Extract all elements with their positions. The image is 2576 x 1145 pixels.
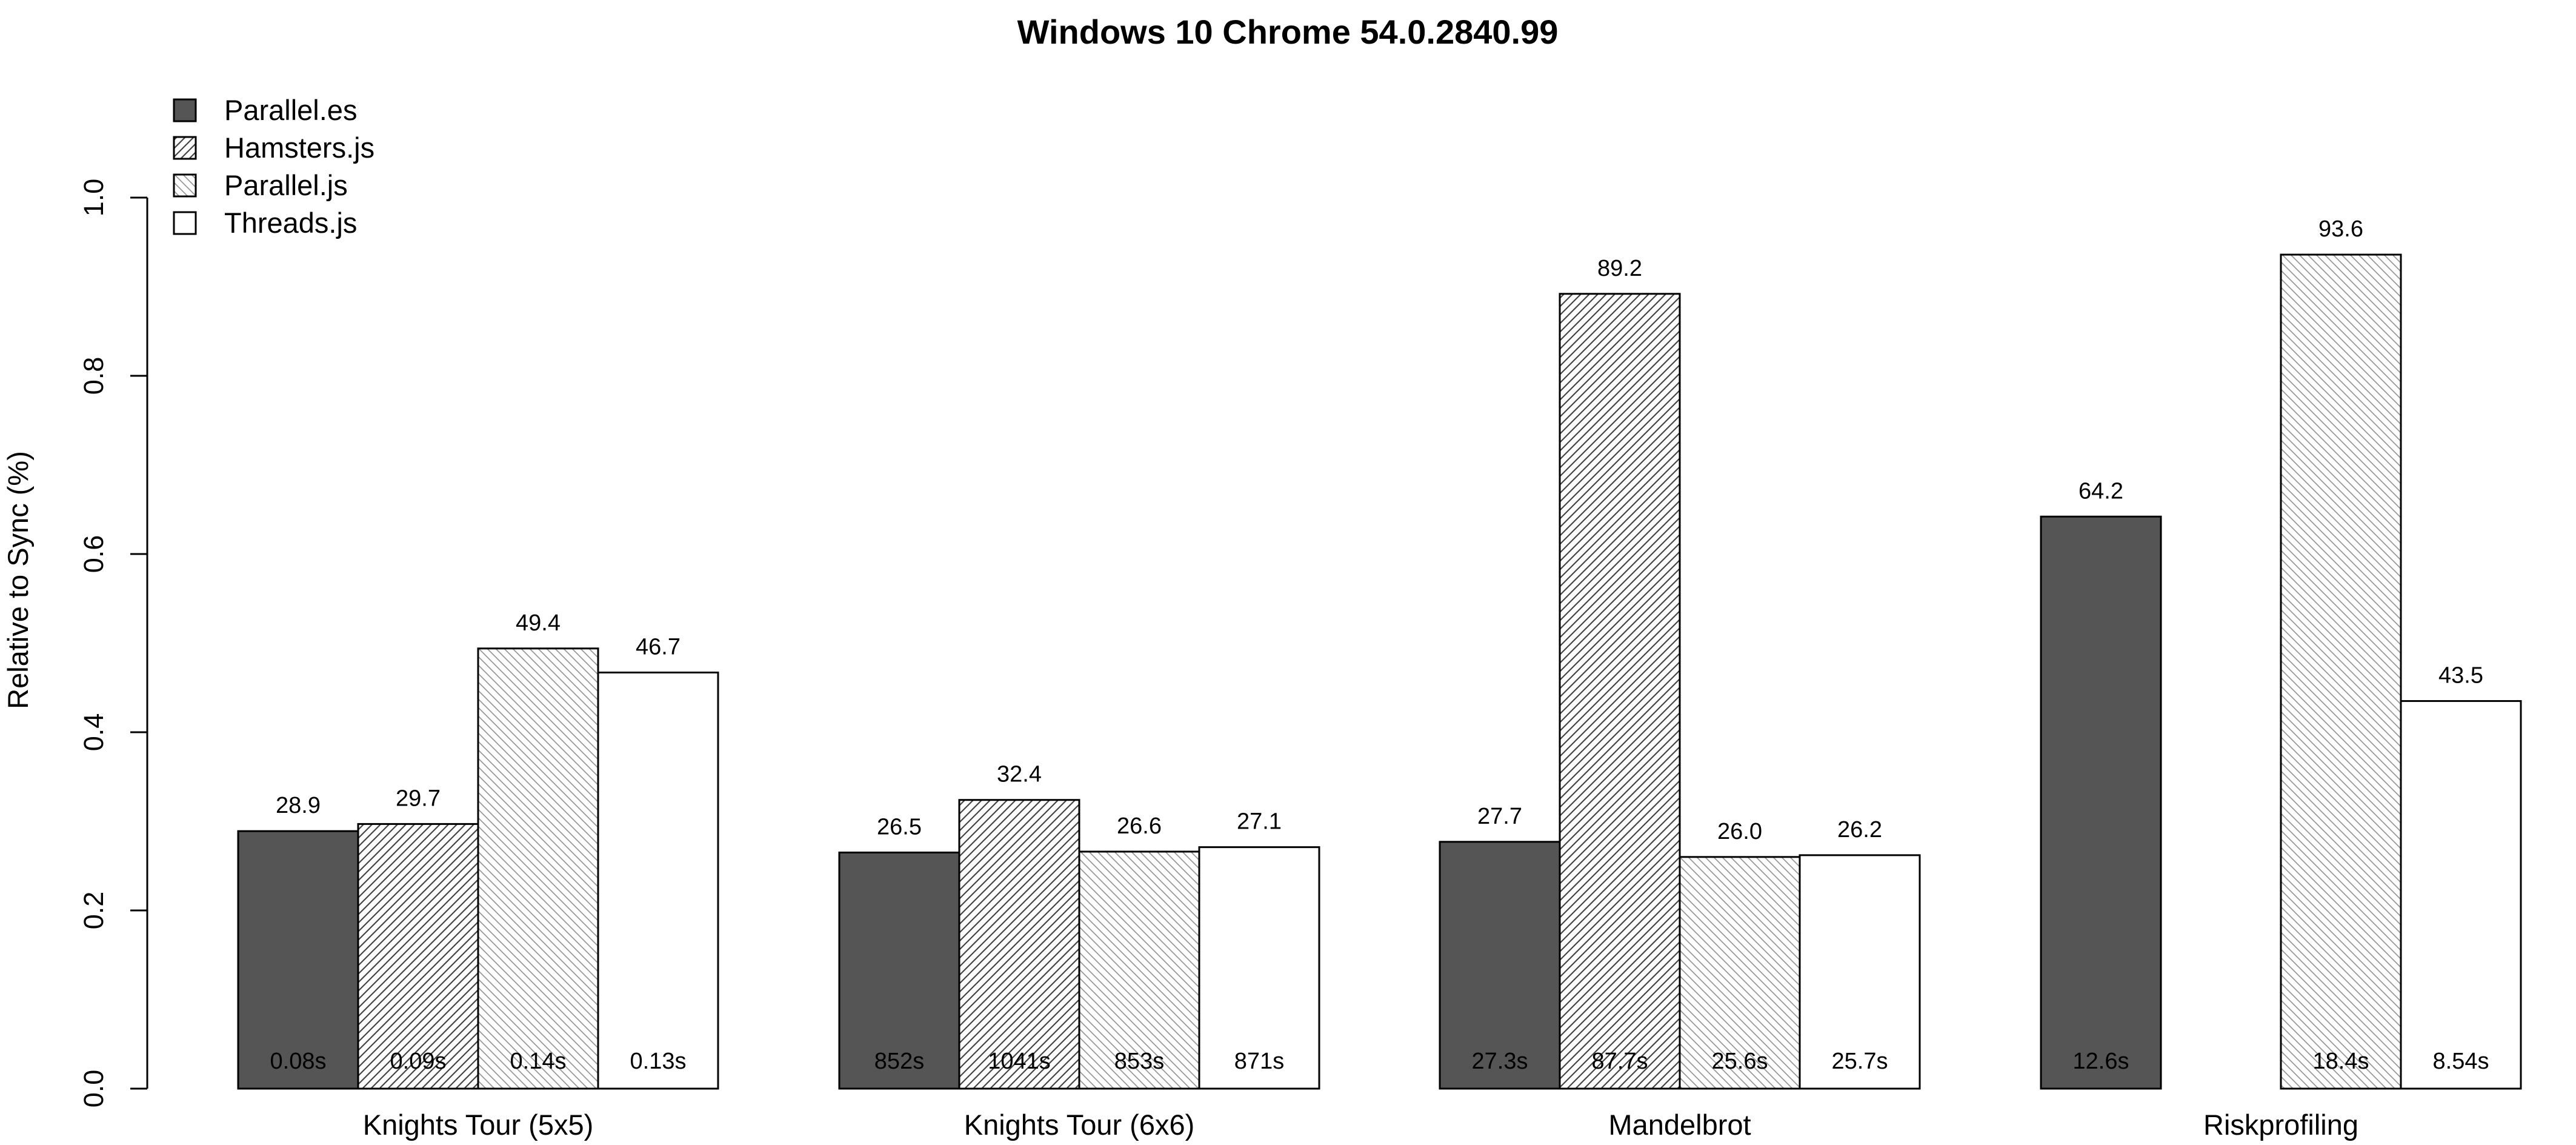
bar bbox=[838, 851, 960, 1090]
bar bbox=[2400, 700, 2522, 1090]
y-tick-label: 1.0 bbox=[78, 179, 109, 217]
y-tick-label: 0.2 bbox=[78, 892, 109, 930]
x-axis-categories: Knights Tour (5x5) Knights Tour (6x6) Mand… bbox=[363, 1109, 2358, 1141]
bar-time-label: 27.3s bbox=[1472, 1049, 1528, 1074]
bar-value-label: 26.0 bbox=[1717, 819, 1762, 844]
bar-time-label: 1041s bbox=[988, 1049, 1051, 1074]
x-category-label: Riskprofiling bbox=[2203, 1109, 2358, 1141]
bar-value-label: 27.7 bbox=[1477, 804, 1522, 829]
legend-label: Threads.js bbox=[224, 207, 357, 239]
bar-value-label: 26.2 bbox=[1837, 817, 1882, 843]
bar bbox=[1439, 841, 1561, 1090]
bar bbox=[597, 672, 719, 1090]
legend-label: Parallel.js bbox=[224, 169, 348, 201]
legend-swatch bbox=[173, 211, 197, 235]
bar-time-label: 12.6s bbox=[2073, 1049, 2129, 1074]
bar bbox=[2040, 515, 2162, 1090]
bar-value-label: 89.2 bbox=[1597, 256, 1642, 281]
legend-label: Parallel.es bbox=[224, 94, 357, 126]
bar-time-label: 852s bbox=[874, 1049, 924, 1074]
legend-swatch bbox=[173, 173, 197, 198]
bar-time-label: 871s bbox=[1234, 1049, 1284, 1074]
bar-value-label: 64.2 bbox=[2078, 478, 2123, 504]
y-tick-label: 0.4 bbox=[78, 713, 109, 752]
x-category-label: Knights Tour (6x6) bbox=[964, 1109, 1195, 1141]
bar bbox=[1198, 846, 1320, 1090]
bar-time-label: 87.7s bbox=[1592, 1049, 1648, 1074]
bar-time-label: 0.09s bbox=[390, 1049, 447, 1074]
bar-time-label: 8.54s bbox=[2433, 1049, 2489, 1074]
bar-time-label: 25.7s bbox=[1832, 1049, 1888, 1074]
x-category-label: Knights Tour (5x5) bbox=[363, 1109, 594, 1141]
y-tick-label: 0.8 bbox=[78, 357, 109, 395]
legend-swatch bbox=[173, 136, 197, 160]
bar-value-label: 26.6 bbox=[1117, 813, 1162, 839]
bar bbox=[958, 799, 1080, 1090]
bar-value-label: 93.6 bbox=[2318, 216, 2363, 242]
bar bbox=[477, 647, 599, 1090]
y-axis: 0.0 0.2 0.4 0.6 0.8 1.0 bbox=[78, 179, 148, 1108]
bar bbox=[1799, 854, 1921, 1090]
y-axis-label: Relative to Sync (%) bbox=[2, 451, 34, 709]
bar-value-label: 29.7 bbox=[396, 786, 441, 811]
bar-time-label: 0.13s bbox=[630, 1049, 687, 1074]
legend-label: Hamsters.js bbox=[224, 132, 374, 164]
legend: Parallel.es Hamsters.js Parallel.js Threads… bbox=[173, 94, 374, 239]
bar bbox=[2280, 253, 2402, 1090]
x-category-label: Mandelbrot bbox=[1608, 1109, 1751, 1141]
bar-time-label: 18.4s bbox=[2313, 1049, 2369, 1074]
legend-swatch bbox=[173, 98, 197, 122]
bar-value-label: 26.5 bbox=[877, 814, 922, 840]
bar-time-label: 853s bbox=[1114, 1049, 1164, 1074]
bars-layer bbox=[237, 253, 2522, 1090]
bar-value-label: 43.5 bbox=[2438, 663, 2483, 689]
bar bbox=[1078, 850, 1200, 1090]
chart-title: Windows 10 Chrome 54.0.2840.99 bbox=[1017, 13, 1559, 51]
bar-value-label: 28.9 bbox=[276, 793, 321, 818]
bar-time-label: 25.6s bbox=[1712, 1049, 1768, 1074]
bar-time-label: 0.14s bbox=[510, 1049, 567, 1074]
bar-value-label: 49.4 bbox=[516, 610, 561, 636]
bar-value-label: 46.7 bbox=[636, 635, 681, 660]
bar bbox=[1559, 293, 1681, 1090]
y-tick-label: 0.0 bbox=[78, 1070, 109, 1108]
bar-value-label: 27.1 bbox=[1237, 809, 1282, 835]
bar bbox=[357, 823, 479, 1090]
y-tick-label: 0.6 bbox=[78, 535, 109, 573]
data-labels-layer: 28.9 0.08s 29.7 0.09s 49.4 0.14s 46.7 0.13s 26.5… bbox=[270, 216, 2489, 1074]
bar-value-label: 32.4 bbox=[997, 762, 1042, 787]
bar-time-label: 0.08s bbox=[270, 1049, 327, 1074]
bar bbox=[237, 830, 359, 1090]
